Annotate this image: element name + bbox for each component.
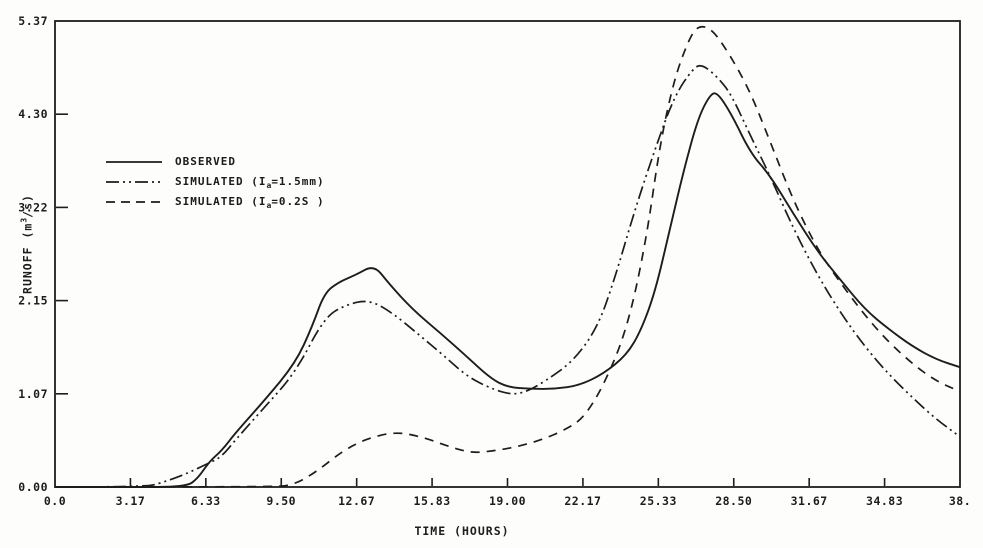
series-observed-line — [54, 92, 961, 488]
legend-item-simulated-1-5mm: SIMULATED (Ia=1.5mm) — [105, 172, 325, 192]
y-axis-title-post: /s) — [20, 194, 35, 218]
x-axis-tick-label: 6.33 — [191, 494, 221, 508]
x-axis-tick-label: 12.67 — [338, 494, 375, 508]
legend-line-solid-icon — [106, 161, 162, 163]
legend: OBSERVED SIMULATED (Ia=1.5mm) SIMULATED … — [105, 152, 325, 212]
legend-label-observed: OBSERVED — [175, 154, 236, 168]
x-axis-tick-label: 28.50 — [715, 494, 752, 508]
legend-line-dashed-icon — [106, 201, 162, 203]
x-axis-tick-label: 31.67 — [791, 494, 828, 508]
legend-label-simulated-1-5mm: SIMULATED (Ia=1.5mm) — [175, 174, 325, 190]
legend-item-simulated-0-2s: SIMULATED (Ia=0.2S ) — [105, 192, 325, 212]
x-axis-tick-label: 19.00 — [489, 494, 526, 508]
legend-item-observed: OBSERVED — [105, 152, 325, 172]
y-axis-title-sup: 3 — [19, 217, 29, 223]
y-axis-title-pre: RUNOFF (m — [20, 222, 35, 294]
y-axis-tick-label: 0.00 — [18, 480, 48, 494]
x-axis-title: TIME (HOURS) — [414, 524, 510, 538]
x-axis-tick-label: 0.0 — [44, 494, 66, 508]
y-axis-tick-label: 4.30 — [18, 107, 48, 121]
x-axis-tick-label: 22.17 — [564, 494, 601, 508]
y-axis-tick-label: 2.15 — [18, 294, 48, 308]
y-axis-tick-label: 1.07 — [18, 387, 48, 401]
legend-line-dash-dot-dot-icon — [106, 181, 162, 183]
y-axis-title: RUNOFF (m3/s) — [20, 194, 35, 294]
plot-frame — [54, 20, 961, 488]
x-axis-tick-label: 34.83 — [866, 494, 903, 508]
y-axis-tick-label: 5.37 — [18, 14, 48, 28]
x-axis-tick-label: 38. — [949, 494, 971, 508]
x-axis-tick-label: 15.83 — [414, 494, 451, 508]
legend-label-simulated-0-2s: SIMULATED (Ia=0.2S ) — [175, 194, 325, 210]
series-simulated-ia-0-2s-line — [54, 25, 961, 488]
series-simulated-ia-1-5mm-line — [54, 64, 961, 488]
x-axis-tick-label: 3.17 — [116, 494, 146, 508]
x-axis-tick-label: 25.33 — [640, 494, 677, 508]
y-axis-tick-label: 3.22 — [18, 200, 48, 214]
x-axis-tick-label: 9.50 — [266, 494, 296, 508]
